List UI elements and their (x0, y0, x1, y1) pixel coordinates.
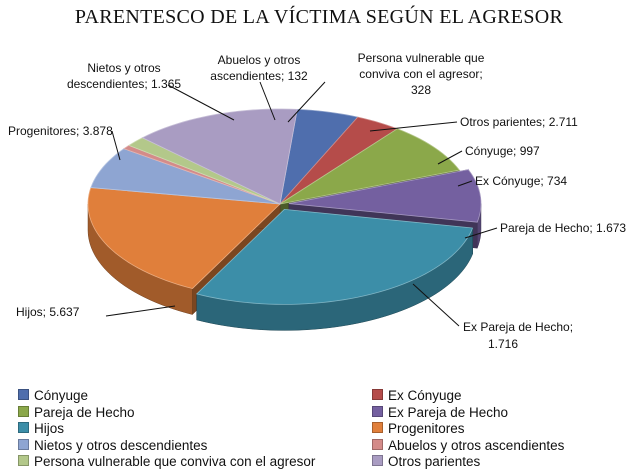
leader-line-hijos (105, 305, 176, 317)
pie-chart: Cónyuge; 997 Ex Cónyuge; 734 Pareja de Hec… (8, 51, 626, 351)
legend-label: Pareja de Hecho (34, 404, 135, 420)
data-label-line: 1.716 (488, 337, 518, 351)
legend-swatch (372, 455, 383, 467)
chart-title: PARENTESCO DE LA VÍCTIMA SEGÚN EL AGRESO… (74, 6, 564, 28)
legend-item-progenitores: Progenitores (372, 420, 465, 437)
legend-swatch (18, 438, 29, 450)
data-label-c-nyuge: Cónyuge; 997 (465, 144, 540, 158)
legend-swatch (18, 389, 29, 400)
legend-label: Ex Pareja de Hecho (388, 404, 509, 420)
legend-item-persona-vulnerable-que-conviva-con-el-agresor: Persona vulnerable que conviva con el ag… (18, 453, 315, 470)
leader-line-c-nyuge (437, 150, 463, 165)
legend-label: Hijos (34, 421, 65, 437)
legend-swatch (372, 405, 383, 417)
legend-label: Progenitores (388, 421, 465, 437)
legend-swatch (372, 389, 383, 400)
leader-line-pareja-de-hecho (464, 227, 498, 239)
leader-lines (105, 81, 498, 327)
legend-item-c-nyuge: Cónyuge (18, 387, 88, 404)
data-labels: Cónyuge; 997 Ex Cónyuge; 734 Pareja de Hec… (8, 51, 626, 351)
data-label-text: Progenitores; 3.878 (8, 124, 113, 138)
slice-abuelos-y-otros-ascendientes (123, 144, 281, 205)
slice-hijos (195, 208, 473, 305)
leader-line-progenitores (111, 130, 121, 161)
slice-progenitores (87, 187, 281, 290)
legend-item-otros-parientes: Otros parientes (372, 453, 480, 470)
slice-pareja-de-hecho (279, 127, 461, 205)
data-label-line: conviva con el agresor; (359, 67, 482, 81)
data-label-persona-vulnerable-que-conviva-con-el-agresor: Persona vulnerable que conviva con el agr… (358, 51, 485, 97)
legend-swatch (18, 422, 29, 434)
legend-swatch (18, 405, 29, 417)
legend-item-pareja-de-hecho: Pareja de Hecho (18, 404, 135, 421)
leader-line-ex-c-nyuge (457, 180, 473, 187)
data-label-otros-parientes: Otros parientes; 2.711 (460, 115, 578, 129)
leader-line-otros-parientes (369, 121, 458, 132)
legend-label: Cónyuge (34, 388, 89, 403)
slice-persona-vulnerable-que-conviva-con-el-agresor (128, 137, 281, 205)
leader-line-ex-pareja-de-hecho (412, 283, 460, 327)
leader-line-nietos-y-otros-descendientes (167, 84, 235, 121)
data-label-abuelos-y-otros-ascendientes: Abuelos y otros ascendientes; 132 (210, 53, 308, 83)
data-label-nietos-y-otros-descendientes: Nietos y otros descendientes; 1.365 (67, 61, 181, 91)
data-label-line: Ex Pareja de Hecho; (463, 320, 573, 334)
data-label-ex-pareja-de-hecho: Ex Pareja de Hecho; 1.716 (463, 320, 573, 351)
data-label-line: ascendientes; 132 (210, 69, 308, 83)
legend-label: Abuelos y otros ascendientes (388, 437, 565, 453)
legend: Cónyuge Ex Cónyuge Pareja de Hecho Ex Parej… (0, 384, 638, 473)
data-label-progenitores: Progenitores; 3.878 (8, 124, 113, 138)
legend-label: Persona vulnerable que conviva con el ag… (34, 454, 316, 470)
data-label-line: Nietos y otros (87, 61, 160, 75)
legend-label: Ex Cónyuge (388, 388, 462, 403)
legend-swatch (18, 455, 29, 467)
data-label-text: Ex Cónyuge; 734 (475, 174, 567, 188)
legend-swatch (372, 422, 383, 434)
data-label-pareja-de-hecho: Pareja de Hecho; 1.673 (500, 221, 626, 235)
legend-item-abuelos-y-otros-ascendientes: Abuelos y otros ascendientes (372, 437, 564, 454)
slice-ex-c-nyuge (279, 116, 399, 205)
data-label-text: Otros parientes; 2.711 (460, 115, 578, 129)
data-label-text: Pareja de Hecho; 1.673 (500, 221, 626, 235)
data-label-line: descendientes; 1.365 (67, 77, 181, 91)
data-label-line: Abuelos y otros (218, 53, 301, 67)
legend-label: Otros parientes (388, 454, 481, 470)
slice-otros-parientes (141, 108, 298, 205)
legend-item-ex-c-nyuge: Ex Cónyuge (372, 387, 462, 404)
leader-line-abuelos-y-otros-ascendientes (259, 81, 276, 121)
legend-label: Nietos y otros descendientes (34, 437, 208, 453)
slice-ex-pareja-de-hecho (288, 168, 482, 223)
data-label-line: 328 (411, 83, 431, 97)
legend-item-hijos: Hijos (18, 420, 64, 437)
data-label-text: Cónyuge; 997 (465, 144, 540, 158)
legend-item-ex-pareja-de-hecho: Ex Pareja de Hecho (372, 404, 508, 421)
data-label-text: Hijos; 5.637 (16, 305, 80, 319)
pie-layer (87, 108, 482, 331)
data-label-ex-c-nyuge: Ex Cónyuge; 734 (475, 174, 567, 188)
legend-item-nietos-y-otros-descendientes: Nietos y otros descendientes (18, 437, 207, 454)
data-label-hijos: Hijos; 5.637 (16, 305, 80, 319)
leader-line-persona-vulnerable-que-conviva-con-el-agresor (287, 81, 326, 123)
data-label-line: Persona vulnerable que (358, 51, 485, 65)
legend-swatch (372, 438, 383, 450)
